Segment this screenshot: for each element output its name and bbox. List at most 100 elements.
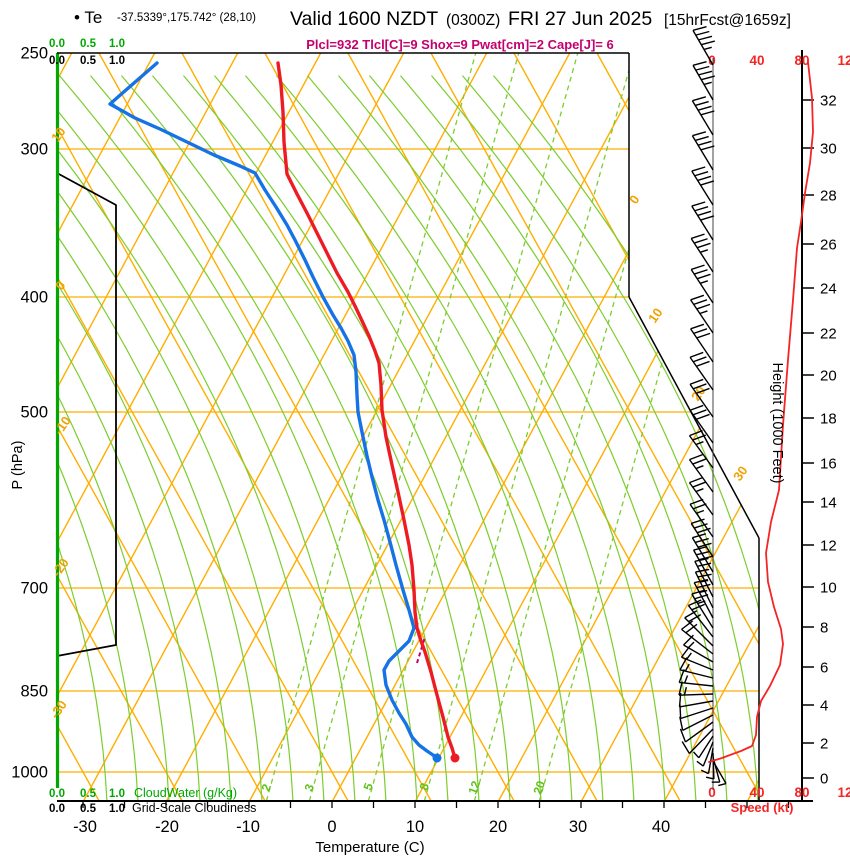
- wind-barb-feather: [690, 233, 705, 240]
- wind-barb-staff: [685, 721, 714, 743]
- height-tick-label: 18: [820, 411, 837, 428]
- moist-adiabat-line: [57, 75, 325, 801]
- wind-barb-feather: [689, 351, 704, 358]
- moist-adiabat-line: [431, 75, 759, 801]
- moist-adiabat-line: [57, 75, 139, 801]
- wind-barb-half-feather: [683, 687, 687, 696]
- wind-barb-staff: [691, 100, 714, 136]
- wind-barb-feather: [693, 299, 708, 306]
- dewpoint-surface-dot: [432, 753, 442, 763]
- wind-barb-staff: [691, 205, 714, 241]
- wind-barb: [692, 61, 715, 101]
- title-utc-time: (0300Z): [446, 12, 500, 29]
- wind-barb-feather: [697, 175, 712, 182]
- dry-adiabat-label: -30: [47, 697, 70, 721]
- speed-tick-label-bottom: 40: [749, 785, 764, 800]
- wind-barb-half-feather: [697, 600, 706, 605]
- wind-barb-feather: [692, 409, 707, 416]
- wind-barb-staff: [688, 459, 714, 493]
- speed-tick-label-top: 80: [794, 53, 809, 68]
- dry-adiabat-line: [430, 53, 759, 801]
- wind-barb: [696, 741, 714, 767]
- temperature-tick-label: -10: [236, 818, 260, 836]
- wind-barb-staff: [691, 537, 714, 573]
- wind-barb-feather: [685, 623, 698, 634]
- wind-barb-feather: [692, 434, 707, 441]
- wind-barb-half-feather: [718, 782, 727, 787]
- wind-barb: [688, 429, 714, 469]
- wind-barb-feather: [692, 61, 707, 67]
- wind-barb-staff: [694, 561, 714, 598]
- wind-barbs: [678, 26, 727, 787]
- height-axis-title: Height (1000 Feet): [769, 363, 785, 484]
- mixing-ratio-label: 3: [302, 782, 318, 793]
- moist-adiabat-line: [90, 75, 418, 801]
- wind-barb: [678, 681, 714, 696]
- height-tick-label: 26: [820, 237, 837, 254]
- mixing-ratio-label: 2: [259, 782, 275, 793]
- wind-barb-half-feather: [692, 751, 700, 759]
- wind-barb-staff: [679, 700, 714, 708]
- wind-barb-staff: [690, 269, 714, 304]
- wind-barb-half-feather: [699, 310, 708, 315]
- stability-params-line: Plcl=932 Tlcl[C]=9 Shox=9 Pwat[cm]=2 Cap…: [306, 37, 613, 52]
- moist-adiabat-line: [57, 75, 294, 801]
- mixing-ratio-label: 8: [417, 781, 433, 792]
- mixing-ratio-line: [473, 53, 685, 801]
- wind-barb-feather: [694, 593, 709, 600]
- moist-adiabat-line: [214, 75, 542, 801]
- height-tick-label: 24: [820, 281, 837, 298]
- wind-barb-feather: [698, 555, 713, 561]
- wind-barb-feather: [688, 599, 702, 607]
- wind-barb-feather: [692, 458, 707, 465]
- wind-barb-feather: [696, 413, 710, 420]
- mixing-ratio-label: 20: [530, 779, 548, 797]
- pressure-tick-label: 1000: [11, 764, 48, 782]
- wind-barb-feather: [693, 523, 708, 529]
- wind-barb-feather: [688, 613, 702, 623]
- isotherm-line: [497, 53, 759, 801]
- wind-barb-feather: [691, 166, 706, 172]
- wind-barb-feather: [692, 131, 707, 137]
- height-tick-label: 12: [820, 538, 837, 555]
- wind-barb-feather: [693, 328, 708, 335]
- wind-barb-feather: [692, 533, 707, 539]
- height-tick-label: 16: [820, 456, 837, 473]
- wind-barb-half-feather: [696, 760, 704, 767]
- wind-barb: [690, 233, 714, 273]
- title-valid-time: Valid 1600 NZDT: [290, 8, 438, 30]
- wind-barb-half-feather: [700, 769, 709, 775]
- wind-barb-feather: [700, 110, 715, 116]
- isotherm-line: [663, 53, 759, 801]
- wind-barb-feather: [697, 105, 712, 111]
- wind-barb-feather: [693, 269, 708, 275]
- wind-barb-half-feather: [699, 249, 709, 253]
- wind-barb-feather: [700, 180, 715, 186]
- wind-barb: [679, 704, 714, 720]
- wind-barb-feather: [695, 568, 710, 573]
- height-tick-label: 2: [820, 736, 828, 753]
- dry-adiabat-label: -20: [49, 555, 72, 579]
- cloudwater-scale-value-bottom: 0.5: [80, 788, 97, 800]
- wind-barb-feather: [695, 135, 709, 142]
- dry-adiabat-label: 0: [52, 278, 68, 293]
- speed-tick-label-bottom: 12: [837, 785, 850, 800]
- speed-tick-label-bottom: 80: [794, 785, 809, 800]
- dry-adiabat-line: [181, 53, 598, 801]
- wind-barb-feather: [695, 537, 709, 544]
- wind-barb-feather: [679, 728, 687, 743]
- height-tick-label: 14: [820, 495, 837, 512]
- wind-barb-half-feather: [696, 509, 705, 514]
- height-tick-label: 30: [820, 141, 837, 158]
- moist-adiabat-line: [338, 75, 666, 801]
- wind-barb: [687, 599, 714, 638]
- wind-barb: [691, 589, 714, 629]
- wind-barb-feather: [690, 294, 705, 301]
- moist-adiabat-line: [57, 75, 263, 801]
- wind-barb-staff: [702, 741, 714, 767]
- wind-barb-feather: [701, 75, 715, 81]
- wind-barb: [690, 294, 714, 334]
- wind-barb-staff: [684, 617, 714, 647]
- wind-barb-feather: [692, 383, 707, 390]
- speed-tick-label-bottom: 0: [708, 785, 716, 800]
